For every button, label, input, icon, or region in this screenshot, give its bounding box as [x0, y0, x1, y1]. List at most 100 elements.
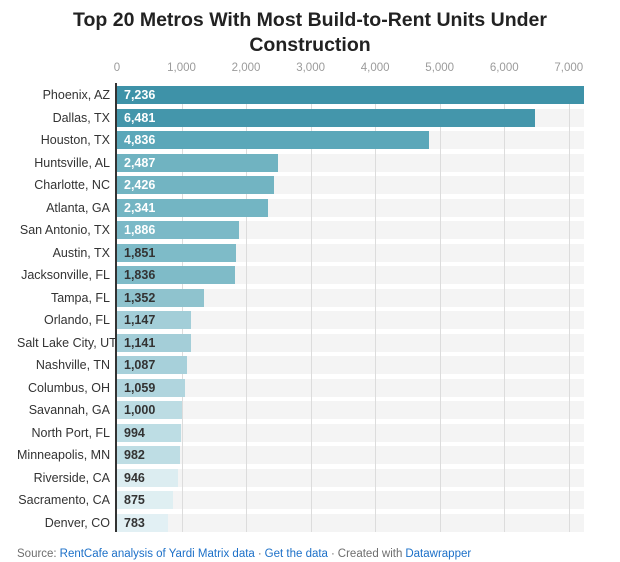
row-label: Atlanta, GA: [46, 200, 110, 215]
row-label: North Port, FL: [31, 425, 111, 440]
bar-row: Atlanta, GA 2,341: [17, 198, 584, 217]
bar-row: Huntsville, AL 2,487: [17, 153, 584, 172]
axis-tick-label: 4,000: [360, 62, 390, 75]
plot-area: Phoenix, AZ 7,236 Dallas, TX 6,481 Houst…: [17, 83, 584, 532]
row-track: 2,341: [117, 198, 584, 217]
grid-overlay: [117, 86, 584, 532]
bar-row: North Port, FL 994: [17, 423, 584, 442]
bar-row: Tampa, FL 1,352: [17, 288, 584, 307]
bar: [117, 468, 179, 487]
row-track: 2,487: [117, 153, 584, 172]
row-track: 1,836: [117, 266, 584, 285]
row-label: Columbus, OH: [28, 380, 110, 395]
bar-value-label: 1,087: [124, 358, 156, 373]
bar-value-label: 783: [124, 515, 145, 530]
bar: [117, 491, 174, 510]
bar-row: San Antonio, TX 1,886: [17, 221, 584, 240]
row-track: 1,851: [117, 243, 584, 262]
axis-tick-label: 7,000: [554, 62, 584, 75]
row-label: Tampa, FL: [50, 290, 110, 305]
bar-value-label: 1,000: [124, 403, 156, 418]
bar: [117, 288, 205, 307]
row-track: 7,236: [117, 86, 584, 105]
row-label: Phoenix, AZ: [42, 88, 110, 103]
datawrapper-link[interactable]: Datawrapper: [405, 547, 472, 560]
row-track: 1,000: [117, 401, 584, 420]
bar-row: Riverside, CA 946: [17, 468, 584, 487]
bar: [117, 153, 278, 172]
row-label: Denver, CO: [44, 515, 110, 530]
axis-tick-label: 6,000: [489, 62, 519, 75]
y-axis-line: [115, 83, 117, 532]
bar-value-label: 1,886: [124, 223, 156, 238]
row-label: Dallas, TX: [52, 110, 110, 125]
bar: [117, 221, 239, 240]
bar-value-label: 1,059: [124, 380, 156, 395]
bar: [117, 311, 192, 330]
gridline: [310, 86, 312, 532]
gridline: [375, 86, 377, 532]
bar-value-label: 1,147: [124, 313, 156, 328]
gridline: [504, 86, 506, 532]
bar: [117, 108, 536, 127]
bar-row: Austin, TX 1,851: [17, 243, 584, 262]
get-the-data-link[interactable]: Get the data: [264, 547, 328, 560]
row-track: 1,886: [117, 221, 584, 240]
bar-value-label: 875: [124, 493, 145, 508]
bar-row: Charlotte, NC 2,426: [17, 176, 584, 195]
row-label: Nashville, TN: [35, 358, 110, 373]
bar-row: Jacksonville, FL 1,836: [17, 266, 584, 285]
bar-row: Dallas, TX 6,481: [17, 108, 584, 127]
row-track: 2,426: [117, 176, 584, 195]
source-label: Source:: [17, 547, 57, 560]
row-track: 982: [117, 446, 584, 465]
bar-row: Phoenix, AZ 7,236: [17, 86, 584, 105]
row-track: 1,059: [117, 378, 584, 397]
bar-row: Nashville, TN 1,087: [17, 356, 584, 375]
bar-value-label: 994: [124, 425, 145, 440]
axis-tick-label: 3,000: [296, 62, 325, 75]
row-track: 946: [117, 468, 584, 487]
bar-value-label: 6,481: [124, 110, 156, 125]
bar-row: Sacramento, CA 875: [17, 491, 584, 510]
footer: Source: RentCafe analysis of Yardi Matrix…: [17, 548, 584, 560]
row-label: Orlando, FL: [43, 313, 110, 328]
bar-row: Savannah, GA 1,000: [17, 401, 584, 420]
bar-value-label: 946: [124, 470, 145, 485]
bar-value-label: 1,352: [124, 290, 156, 305]
bar: [117, 333, 191, 352]
row-track: 1,352: [117, 288, 584, 307]
bar: [117, 131, 430, 150]
row-label: Charlotte, NC: [34, 178, 110, 193]
bar: [117, 423, 182, 442]
row-label: Houston, TX: [40, 133, 110, 148]
row-track: 994: [117, 423, 584, 442]
source-link[interactable]: RentCafe analysis of Yardi Matrix data: [59, 547, 255, 560]
bar-value-label: 1,836: [124, 268, 156, 283]
bar: [117, 198, 269, 217]
bar-value-label: 1,141: [124, 335, 156, 350]
row-label: Jacksonville, FL: [21, 268, 110, 283]
row-track: 1,087: [117, 356, 584, 375]
bar-row: Houston, TX 4,836: [17, 131, 584, 150]
bar: [117, 378, 186, 397]
bar: [117, 243, 237, 262]
row-label: Riverside, CA: [33, 470, 110, 485]
bar-value-label: 7,236: [124, 88, 156, 103]
row-label: Sacramento, CA: [18, 493, 110, 508]
bar-value-label: 2,426: [124, 178, 156, 193]
bar: [117, 356, 188, 375]
gridline: [439, 86, 441, 532]
bar-row: Salt Lake City, UT 1,141: [17, 333, 584, 352]
bar-value-label: 982: [124, 448, 145, 463]
bar: [117, 86, 584, 105]
bar: [117, 446, 181, 465]
axis-tick-label: 0: [113, 62, 121, 75]
gridline: [181, 86, 183, 532]
bar-row: Orlando, FL 1,147: [17, 311, 584, 330]
bar-value-label: 2,341: [124, 200, 156, 215]
bar-chart: 0 1,000 2,000 3,000 4,000 5,000 6,000 7,000 Pho…: [17, 62, 584, 532]
gridline: [246, 86, 248, 532]
title-wrap: Top 20 Metros With Most Build-to-Rent Un…: [0, 8, 620, 57]
bar-value-label: 2,487: [124, 155, 156, 170]
